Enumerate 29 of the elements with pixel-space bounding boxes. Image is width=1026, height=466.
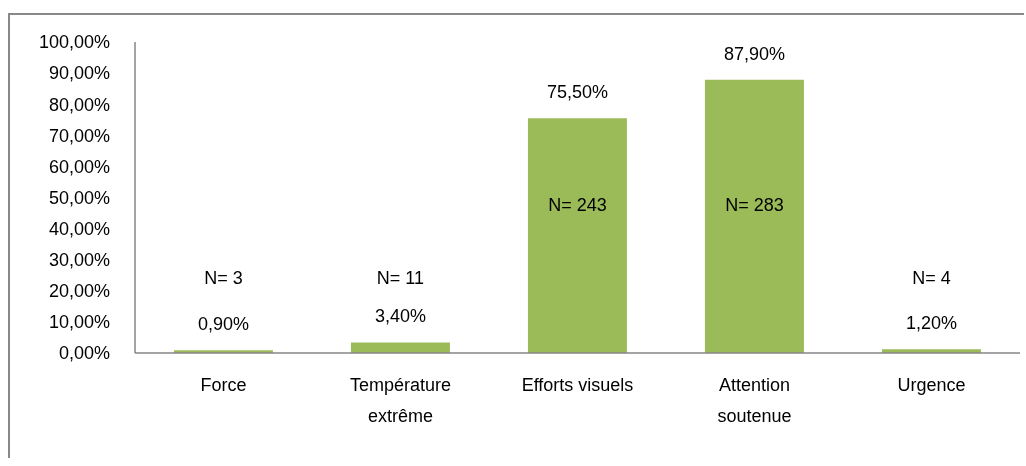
data-label: 3,40% — [374, 306, 426, 327]
y-tick-label: 70,00% — [48, 125, 110, 146]
y-tick-label: 80,00% — [48, 94, 110, 115]
annotation: N= 243 — [548, 195, 607, 215]
bar — [704, 79, 804, 353]
x-tick-label: Urgence — [897, 374, 966, 395]
data-label: 0,90% — [197, 314, 249, 335]
bar — [350, 342, 450, 353]
bar — [527, 118, 627, 353]
data-label: 1,20% — [905, 313, 957, 334]
x-tick-label: Attention soutenue — [717, 374, 792, 426]
y-tick-label: 30,00% — [48, 250, 110, 271]
y-tick-label: 50,00% — [48, 187, 110, 208]
x-tick-label: Efforts visuels — [521, 374, 634, 395]
y-tick-label: 10,00% — [48, 312, 110, 333]
annotation: N= 4 — [912, 268, 951, 288]
data-label: 75,50% — [546, 82, 608, 103]
y-tick-label: 90,00% — [48, 63, 110, 84]
x-tick-label: Température extrême — [349, 374, 452, 426]
y-tick-label: 100,00% — [38, 32, 110, 53]
annotation: N= 11 — [376, 268, 425, 288]
y-tick-label: 0,00% — [58, 343, 110, 364]
y-tick-label: 40,00% — [48, 218, 110, 239]
x-tick-label: Force — [200, 374, 247, 395]
y-tick-label: 60,00% — [48, 156, 110, 177]
y-tick-label: 20,00% — [48, 281, 110, 302]
annotation: N= 283 — [725, 195, 784, 215]
annotation: N= 3 — [204, 268, 243, 288]
data-label: 87,90% — [723, 43, 785, 64]
